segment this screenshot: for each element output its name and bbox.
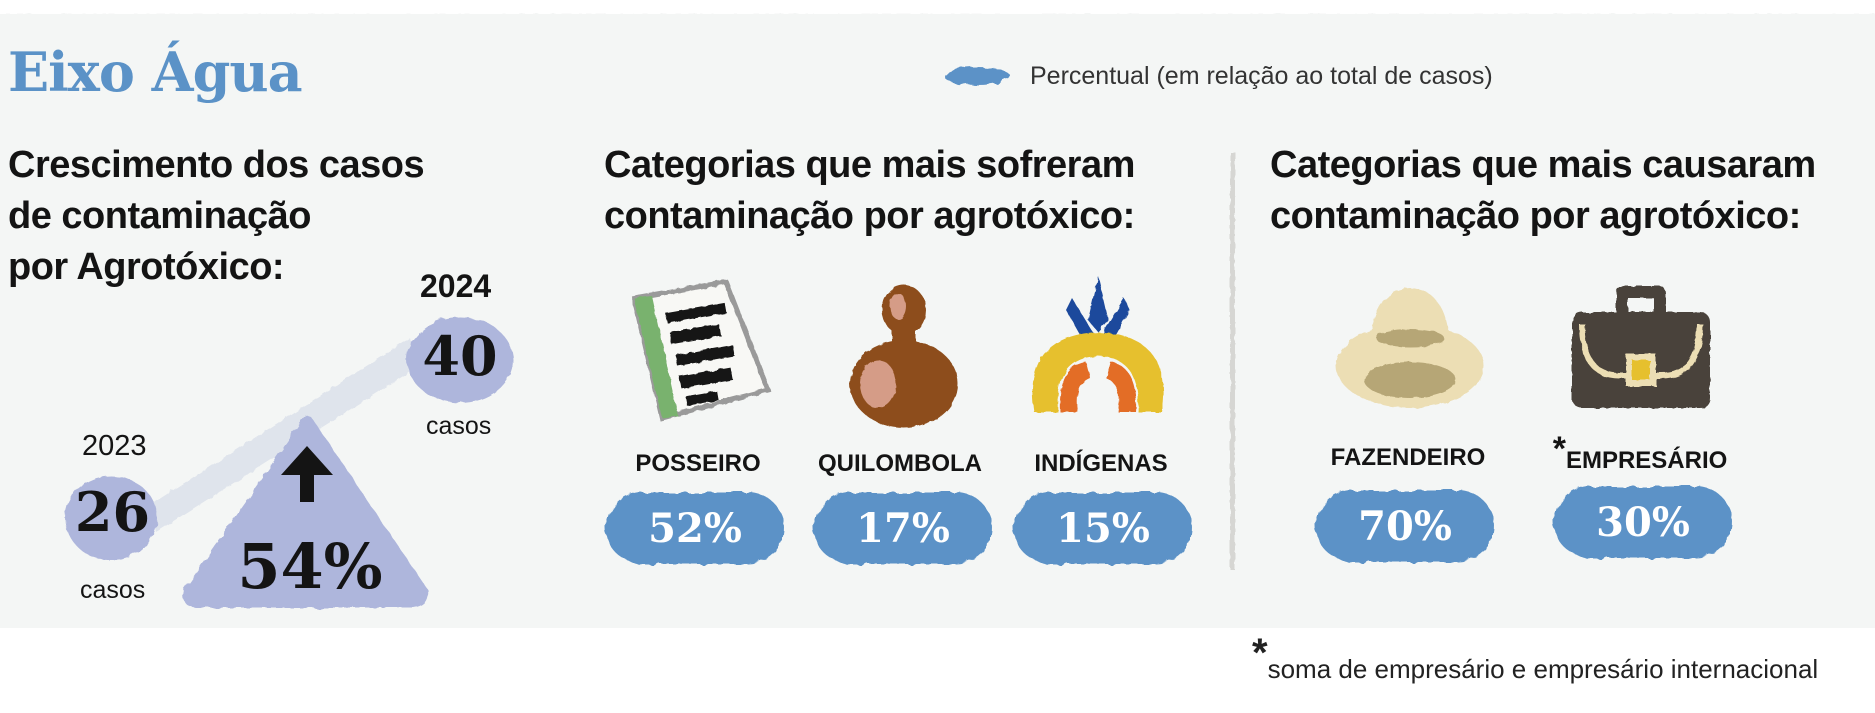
count-2024-unit: casos (426, 412, 492, 440)
headdress-icon (1032, 276, 1164, 412)
count-2024-bubble (407, 317, 513, 403)
year-2023-label: 2023 (82, 430, 147, 462)
percent-badge-posseiro (606, 492, 784, 564)
panel-bottom-edge (0, 615, 1875, 625)
document-icon (630, 279, 772, 422)
victims-heading: Categorias que mais sofreram contaminaçã… (604, 140, 1224, 242)
increase-triangle (183, 416, 429, 608)
victims-heading-line: Categorias que mais sofreram (604, 144, 1135, 186)
percent-badge-indigenas (1014, 492, 1192, 564)
briefcase-icon (1572, 286, 1710, 408)
percent-fazendeiro: 70% (1358, 503, 1452, 550)
footnote-asterisk: * (1252, 631, 1268, 675)
percent-empresario: 30% (1596, 499, 1690, 546)
growth-heading-line: de contaminação (8, 195, 311, 237)
count-2023: 26 (74, 480, 151, 544)
panel-top-edge (0, 14, 1875, 28)
section-divider (1230, 152, 1235, 570)
increase-percent: 54% (237, 530, 383, 603)
growth-graphic (65, 317, 513, 608)
page-title: Eixo Água (8, 40, 303, 104)
percent-quilombola: 17% (856, 505, 950, 552)
category-label-empresario: *EMPRESÁRIO (1540, 430, 1740, 477)
percent-badge-fazendeiro (1316, 490, 1494, 562)
growth-heading-line: por Agrotóxico: (8, 246, 285, 288)
up-arrow-icon (281, 446, 333, 502)
percent-badge-empresario (1554, 486, 1732, 558)
legend: Percentual (em relação ao total de casos… (940, 58, 1493, 94)
year-2024-label: 2024 (420, 268, 492, 304)
category-label-fazendeiro: FAZENDEIRO (1330, 444, 1486, 471)
cowboy-hat-icon (1336, 288, 1484, 408)
causers-heading-line: contaminação por agrotóxico: (1270, 195, 1801, 237)
percent-indigenas: 15% (1056, 505, 1150, 552)
footnote-text: soma de empresário e empresário internac… (1267, 654, 1819, 684)
count-2024: 40 (422, 324, 498, 388)
count-2023-bubble (65, 476, 157, 560)
causers-heading: Categorias que mais causaram contaminaçã… (1270, 140, 1870, 242)
percent-posseiro: 52% (648, 505, 742, 552)
category-label-empresario-text: EMPRESÁRIO (1565, 447, 1728, 474)
causers-heading-line: Categorias que mais causaram (1270, 144, 1816, 186)
victims-heading-line: contaminação por agrotóxico: (604, 195, 1135, 237)
category-label-quilombola: QUILOMBOLA (818, 450, 982, 477)
footnote: *soma de empresário e empresário interna… (1252, 631, 1819, 688)
growth-heading-line: Crescimento dos casos (8, 144, 425, 186)
growth-connector (150, 338, 416, 532)
count-2023-unit: casos (80, 576, 146, 604)
legend-swatch (944, 67, 1010, 85)
gourd-icon (850, 285, 958, 428)
asterisk-marker: * (1552, 430, 1566, 468)
legend-label: Percentual (em relação ao total de casos… (1030, 61, 1493, 90)
growth-heading: Crescimento dos casos de contaminação po… (8, 140, 468, 293)
category-label-indigenas: INDÍGENAS (1034, 450, 1168, 477)
category-label-posseiro: POSSEIRO (635, 450, 761, 477)
percent-badge-quilombola (814, 492, 992, 564)
